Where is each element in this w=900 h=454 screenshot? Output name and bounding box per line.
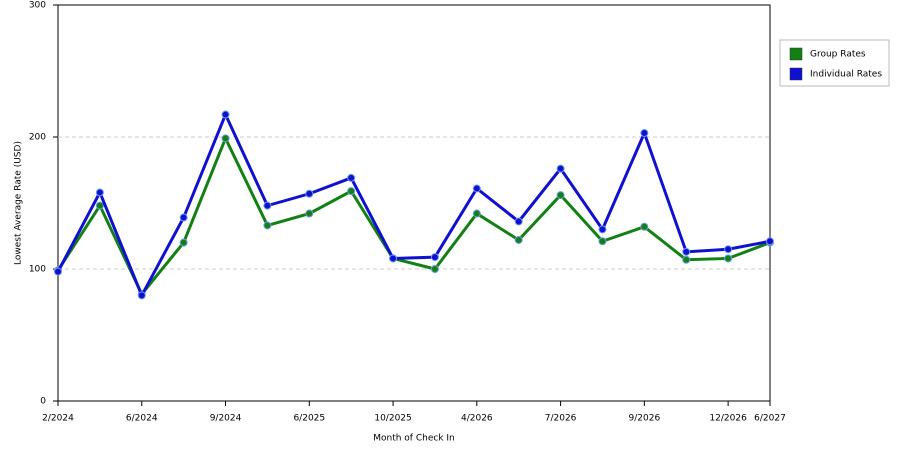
point <box>598 237 607 246</box>
x-tick-label: 6/2025 <box>293 414 325 424</box>
point <box>347 173 356 182</box>
point <box>221 110 230 119</box>
point <box>305 189 314 198</box>
x-tick-label: 12/2026 <box>709 414 747 424</box>
x-tick-label: 9/2026 <box>629 414 661 424</box>
point <box>514 217 523 226</box>
point <box>305 209 314 218</box>
point <box>347 187 356 196</box>
series-line <box>56 134 771 297</box>
point <box>472 184 481 193</box>
legend-swatch <box>789 67 803 81</box>
series-line <box>56 110 771 299</box>
y-tick-label: 100 <box>29 265 46 275</box>
legend-swatch <box>789 47 803 61</box>
y-tick-label: 200 <box>29 133 46 143</box>
y-axis-label: Lowest Average Rate (USD) <box>14 141 24 265</box>
y-tick-label: 0 <box>40 397 46 407</box>
point <box>430 265 439 273</box>
point <box>179 213 188 222</box>
legend-label: Individual Rates <box>810 70 882 80</box>
x-tick-label: 7/2026 <box>545 414 577 424</box>
x-tick-label: 9/2024 <box>210 414 242 424</box>
x-tick-label: 4/2026 <box>461 414 493 424</box>
x-tick-label: 2/2024 <box>42 414 74 424</box>
point <box>640 222 649 231</box>
point <box>682 255 691 264</box>
point <box>263 201 272 210</box>
point <box>724 245 733 254</box>
point <box>430 253 439 262</box>
point <box>179 238 188 247</box>
point <box>95 201 104 210</box>
point <box>682 247 691 256</box>
x-tick-label: 6/2027 <box>754 414 786 424</box>
point <box>514 235 523 244</box>
point <box>598 225 607 234</box>
point <box>724 254 733 263</box>
point <box>389 254 398 263</box>
point <box>472 209 481 218</box>
point <box>556 164 565 173</box>
point <box>556 191 565 200</box>
point <box>263 221 272 230</box>
point <box>221 134 230 143</box>
y-tick-label: 300 <box>29 1 46 11</box>
point <box>137 291 146 300</box>
point <box>640 129 649 138</box>
x-tick-label: 6/2024 <box>126 414 158 424</box>
point <box>766 237 774 246</box>
legend-label: Group Rates <box>810 50 866 60</box>
x-axis-label: Month of Check In <box>373 434 455 444</box>
point <box>54 267 62 276</box>
x-tick-label: 10/2025 <box>374 414 411 424</box>
point <box>95 188 104 197</box>
plot-area <box>57 4 771 402</box>
